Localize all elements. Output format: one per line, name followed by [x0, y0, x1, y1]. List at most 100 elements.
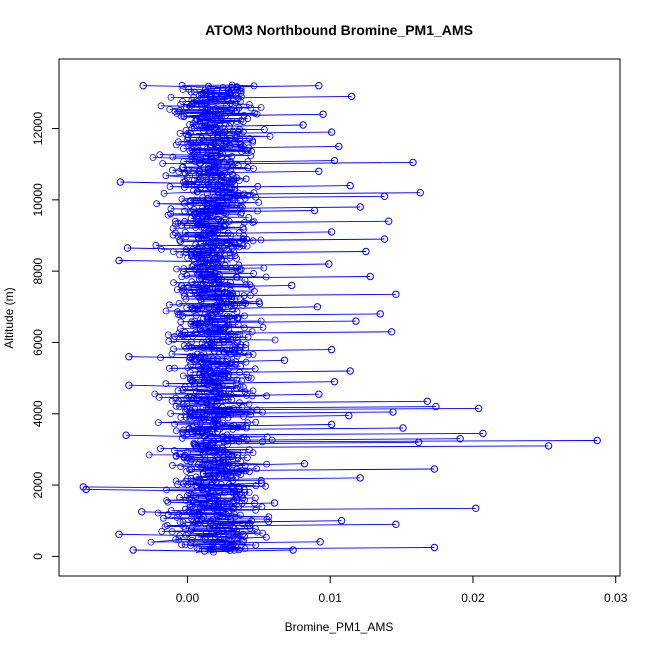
series-line-segment: [195, 293, 396, 297]
data-point: [327, 228, 336, 236]
series-line-segment: [221, 231, 332, 234]
data-point: [300, 460, 309, 468]
data-point: [356, 203, 364, 211]
data-point: [315, 167, 323, 176]
series-line-segment: [213, 370, 351, 373]
series-line-segment: [213, 113, 324, 117]
x-tick-label: 0.02: [461, 591, 485, 605]
data-point: [409, 158, 417, 167]
data-point: [280, 356, 289, 364]
series-line-segment: [230, 220, 389, 224]
data-point: [233, 83, 242, 92]
data-point: [115, 256, 123, 265]
series-line-segment: [221, 502, 275, 505]
series-line-segment: [204, 87, 238, 90]
data-point: [430, 465, 439, 473]
series-line-segment: [118, 533, 205, 537]
y-tick-label: 8000: [31, 257, 45, 284]
data-cloud: [145, 81, 279, 556]
series-line-segment: [195, 85, 319, 88]
data-point: [123, 244, 132, 252]
series-line-segment: [213, 161, 414, 165]
y-axis-label: Altitude (m): [2, 287, 16, 348]
series-line-segment: [213, 477, 361, 480]
series-line-segment: [221, 95, 352, 99]
data-point: [316, 538, 324, 546]
series-line-segment: [221, 192, 421, 195]
data-point: [315, 390, 323, 398]
data-point: [313, 303, 322, 311]
x-tick-label: 0.01: [319, 591, 343, 605]
data-point: [544, 442, 553, 450]
series-line-segment: [213, 440, 598, 443]
data-point: [456, 435, 464, 443]
series-line-segment: [204, 284, 292, 288]
series-line-segment: [221, 523, 396, 527]
data-point: [472, 504, 480, 512]
data-point: [116, 178, 125, 186]
x-axis-label: Bromine_PM1_AMS: [285, 620, 394, 634]
data-point: [392, 290, 400, 298]
data-point: [335, 142, 343, 151]
y-tick-label: 2000: [31, 471, 45, 498]
series-line-segment: [221, 263, 329, 266]
data-point: [337, 517, 346, 525]
series-line-segment: [204, 445, 549, 448]
series-line-segment: [195, 407, 479, 411]
series-line-segment: [195, 349, 332, 352]
series-line-segment: [230, 393, 319, 397]
series-line-segment: [230, 415, 349, 418]
data-point: [376, 310, 384, 318]
series-line-segment: [213, 276, 371, 279]
data-point: [399, 424, 407, 432]
data-point: [299, 121, 307, 129]
x-tick-label: 0.03: [604, 591, 628, 605]
y-axis: 0 2000 4000 6000 8000 10000 12000: [31, 112, 60, 560]
x-tick-label: 0.00: [176, 591, 200, 605]
series-line-segment: [221, 544, 232, 547]
data-point: [423, 397, 431, 405]
series-line-segment: [195, 456, 232, 459]
series-line-segment: [230, 463, 305, 466]
series-line-segment: [213, 547, 435, 550]
series-line-segment: [213, 530, 222, 534]
data-point: [125, 381, 133, 389]
data-point: [380, 235, 389, 243]
series-line-segment: [204, 432, 484, 436]
series-line-segment: [204, 206, 361, 209]
data-point: [327, 345, 336, 354]
series-line-segment: [118, 260, 231, 263]
series-line-segment: [204, 381, 335, 384]
data-point: [347, 92, 356, 101]
series-line-segment: [133, 549, 231, 552]
series-line-segment: [221, 160, 335, 163]
series-line-segment: [230, 438, 461, 441]
data-point: [270, 499, 279, 507]
series-line-segment: [204, 170, 319, 174]
data-point: [362, 247, 370, 256]
plot-frame: [58, 58, 621, 577]
series-line-segment: [141, 511, 205, 514]
series-line-segment: [221, 313, 381, 316]
series-line-segment: [126, 434, 197, 438]
y-tick-label: 10000: [31, 183, 45, 217]
series-line-segment: [230, 145, 339, 149]
series-line-segment: [204, 124, 304, 127]
data-point: [352, 317, 360, 325]
series-line-segment: [195, 541, 321, 544]
series-line-segment: [86, 488, 197, 492]
series-line-segment: [127, 247, 205, 250]
series-line-segment: [128, 384, 197, 388]
data-point: [325, 260, 333, 268]
data-point: [199, 513, 207, 521]
y-tick-label: 0: [31, 553, 45, 560]
data-point: [330, 378, 339, 386]
data-point: [228, 452, 236, 461]
data-point: [129, 546, 137, 554]
data-point: [330, 156, 339, 165]
data-point: [138, 508, 146, 516]
series-line-segment: [195, 251, 366, 254]
data-point: [288, 281, 296, 290]
data-point: [258, 479, 266, 487]
